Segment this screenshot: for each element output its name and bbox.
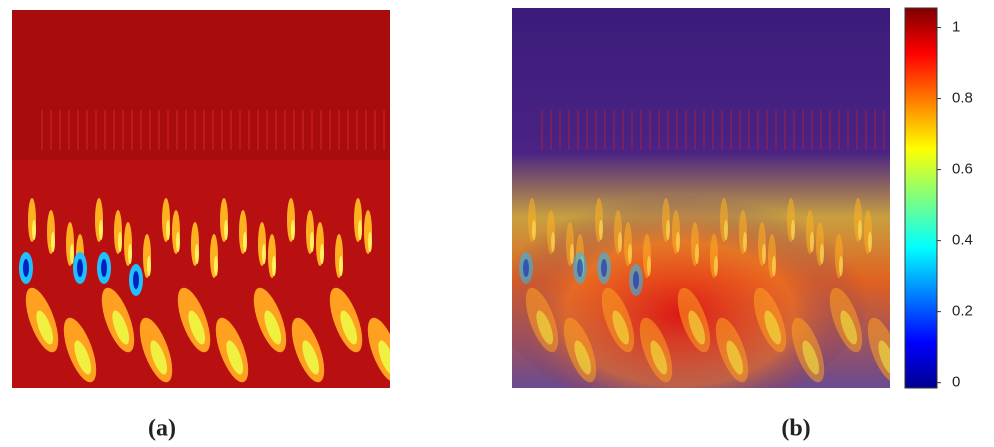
texture: [224, 220, 228, 240]
texture: [523, 259, 529, 277]
texture: [868, 232, 872, 252]
texture: [695, 244, 699, 264]
tick-label: 0.8: [952, 90, 973, 107]
panel-label: (b): [781, 416, 810, 442]
texture: [166, 220, 170, 240]
texture: [810, 232, 814, 252]
texture: [195, 244, 199, 264]
texture: [310, 232, 314, 252]
texture: [839, 256, 843, 276]
texture: [147, 256, 151, 276]
texture: [666, 220, 670, 240]
texture: [743, 232, 747, 252]
texture: [77, 259, 83, 277]
texture: [628, 244, 632, 264]
texture: [599, 220, 603, 240]
colorbar: [905, 8, 937, 388]
tick-label: 0.2: [952, 303, 973, 320]
texture: [70, 244, 74, 264]
texture: [214, 256, 218, 276]
tick-label: 0: [952, 374, 960, 391]
texture: [176, 232, 180, 252]
panel-label: (a): [148, 416, 176, 442]
texture: [601, 259, 607, 277]
heatmap-a: [12, 10, 407, 388]
texture: [570, 244, 574, 264]
texture: [532, 220, 536, 240]
texture: [368, 232, 372, 252]
texture: [618, 232, 622, 252]
texture: [358, 220, 362, 240]
texture: [51, 232, 55, 252]
texture: [858, 220, 862, 240]
texture: [577, 259, 583, 277]
texture: [633, 271, 639, 289]
texture: [772, 256, 776, 276]
texture: [676, 232, 680, 252]
tick-label: 0.6: [952, 161, 973, 178]
texture: [820, 244, 824, 264]
texture: [551, 232, 555, 252]
figure: (a) (b) 0 0.2 0.4 0.6 0.8 1: [0, 0, 994, 447]
texture: [339, 256, 343, 276]
texture: [128, 244, 132, 264]
heatmap-b: [490, 8, 907, 410]
texture: [647, 256, 651, 276]
texture: [291, 220, 295, 240]
texture: [118, 232, 122, 252]
tick-label: 1: [952, 19, 960, 36]
texture: [762, 244, 766, 264]
texture: [714, 256, 718, 276]
texture: [23, 259, 29, 277]
texture: [101, 259, 107, 277]
texture: [724, 220, 728, 240]
texture: [133, 271, 139, 289]
texture: [272, 256, 276, 276]
texture: [320, 244, 324, 264]
texture: [791, 220, 795, 240]
texture: [99, 220, 103, 240]
tick-label: 0.4: [952, 232, 973, 249]
texture: [32, 220, 36, 240]
texture: [262, 244, 266, 264]
texture: [243, 232, 247, 252]
